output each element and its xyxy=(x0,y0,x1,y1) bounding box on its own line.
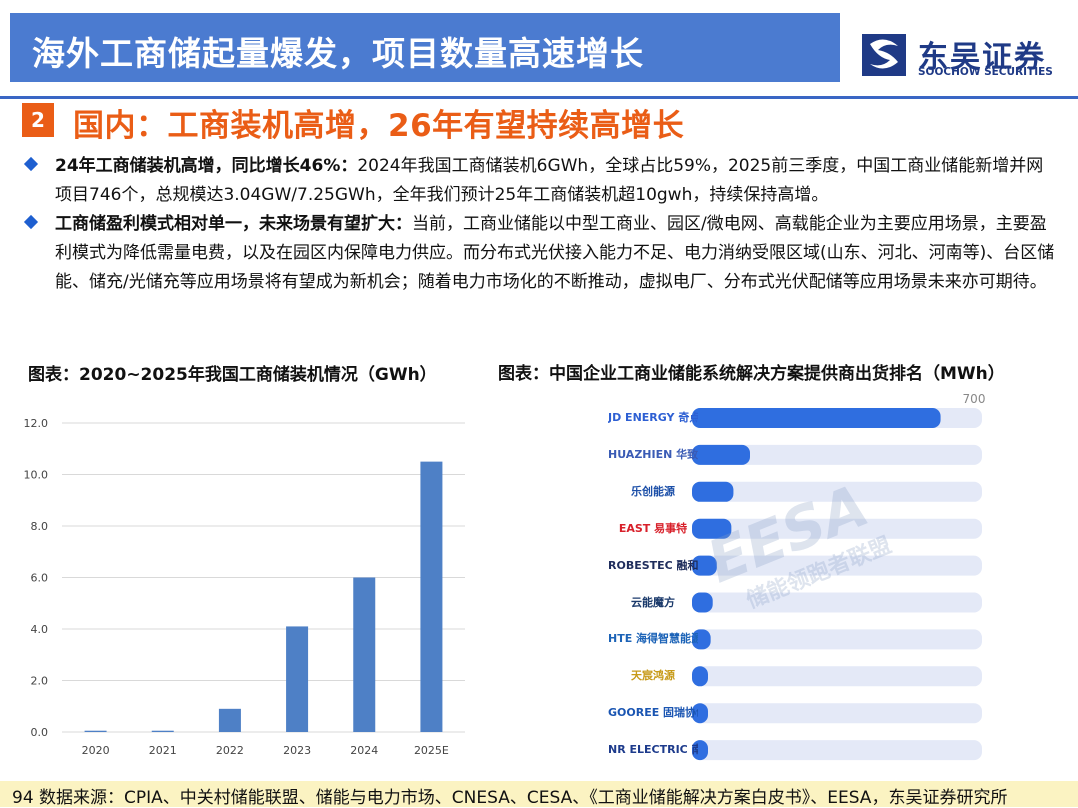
bar xyxy=(692,555,717,576)
bar xyxy=(420,461,443,732)
data-source: 数据来源：CPIA、中关村储能联盟、储能与电力市场、CNESA、CESA、《工商… xyxy=(39,788,1008,808)
page-number: 94 xyxy=(12,788,34,808)
bar xyxy=(692,740,708,761)
company-logo-label: ROBESTEC 融和元储 xyxy=(608,558,698,572)
bullet-diamond-icon xyxy=(23,156,39,172)
company-logo-label: EAST 易事特 xyxy=(618,521,688,535)
bar xyxy=(692,518,732,539)
company-logo-label: JD ENERGY 奇点能源 xyxy=(608,411,698,424)
bar-track xyxy=(692,666,982,687)
y-tick-label: 2.0 xyxy=(31,675,49,688)
installations-bar-chart: 0.0 2.0 4.0 6.0 8.0 10.0 12.0 2020 2021 2022 2023 2… xyxy=(24,417,465,757)
bullet-2-body: 当前，工商业储能以中型工商业、园区/微电网、高载能企业为主要应用场景，主要盈利模… xyxy=(55,214,1055,292)
chart-left-title: 图表：2020~2025年我国工商储装机情况（GWh） xyxy=(28,365,437,385)
y-tick-label: 4.0 xyxy=(31,623,49,636)
bar xyxy=(692,629,711,650)
bar xyxy=(692,408,941,428)
bar xyxy=(692,703,708,724)
bullet-1-body: 2024年我国工商储装机6GWh，全球占比59%，2025前三季度，中国工商业储… xyxy=(55,156,1044,205)
bullet-diamond-icon xyxy=(23,214,39,230)
company-logo-label: 云能魔方 xyxy=(631,595,675,609)
bar xyxy=(286,626,309,732)
x-tick-label: 2024 xyxy=(350,744,378,757)
bar xyxy=(692,666,708,687)
x-tick-label: 2022 xyxy=(216,744,244,757)
bar xyxy=(692,592,713,613)
bar-track xyxy=(692,444,982,465)
company-logo-label: NR ELECTRIC 南瑞继保 xyxy=(608,743,698,757)
bar xyxy=(84,730,107,732)
bar-track xyxy=(692,518,982,539)
company-logo-label: HUAZHIEN 华致能源 xyxy=(608,447,698,461)
footer-text: 94 数据来源：CPIA、中关村储能联盟、储能与电力市场、CNESA、CESA、… xyxy=(12,783,1007,808)
company-logo-label: 乐创能源 xyxy=(631,484,675,498)
company-logo-label: GOOREE 固瑞协创 xyxy=(608,706,698,720)
bar xyxy=(151,730,174,732)
y-tick-label: 12.0 xyxy=(24,417,49,430)
company-logo-label: 天宸鸿源 xyxy=(631,669,675,683)
eesa-watermark: EESA 储能领跑者联盟 xyxy=(698,471,895,614)
page-title: 海外工商储起量爆发，项目数量高速增长 xyxy=(32,34,644,73)
bar-track xyxy=(692,703,982,724)
axis-max-label: 700 xyxy=(963,392,986,406)
bullet-paragraph-1: 24年工商储装机高增，同比增长46%：2024年我国工商储装机6GWh，全球占比… xyxy=(55,152,1055,210)
bar xyxy=(218,708,241,732)
bullet-paragraph-2: 工商储盈利模式相对单一，未来场景有望扩大：当前，工商业储能以中型工商业、园区/微… xyxy=(55,210,1055,297)
chart-right-title: 图表：中国企业工商业储能系统解决方案提供商出货排名（MWh） xyxy=(498,364,1005,384)
section-title: 国内：工商装机高增，26年有望持续高增长 xyxy=(73,108,685,144)
bar-track xyxy=(692,592,982,613)
y-tick-label: 0.0 xyxy=(31,726,49,739)
shipment-ranking-chart: 700 xyxy=(692,392,986,761)
bar-track xyxy=(692,629,982,650)
x-tick-label: 2020 xyxy=(82,744,110,757)
y-tick-label: 6.0 xyxy=(31,572,49,585)
y-tick-label: 10.0 xyxy=(24,469,49,482)
bullet-1-lead: 24年工商储装机高增，同比增长46%： xyxy=(55,156,358,176)
y-tick-label: 8.0 xyxy=(31,520,49,533)
header-rule xyxy=(0,96,1078,99)
x-tick-label: 2025E xyxy=(414,744,449,757)
bar xyxy=(692,481,734,502)
bar-track xyxy=(692,481,982,502)
bar xyxy=(353,577,376,732)
x-tick-label: 2021 xyxy=(149,744,177,757)
company-logo: 东吴证券 SOOCHOW SECURITIES xyxy=(860,30,1060,80)
bar xyxy=(692,444,750,465)
section-number: 2 xyxy=(22,103,54,137)
bullet-2-lead: 工商储盈利模式相对单一，未来场景有望扩大： xyxy=(55,214,412,234)
logo-text-en: SOOCHOW SECURITIES xyxy=(918,66,1053,78)
soochow-logo-icon xyxy=(862,34,906,76)
footer-bar: 94 数据来源：CPIA、中关村储能联盟、储能与电力市场、CNESA、CESA、… xyxy=(0,781,1078,808)
logo-text-cn: 东吴证券 xyxy=(918,40,1046,75)
bar-track xyxy=(692,740,982,761)
company-logo-label: HTE 海得智慧能源 xyxy=(608,632,698,646)
bar-track xyxy=(692,555,982,576)
x-tick-label: 2023 xyxy=(283,744,311,757)
title-banner: 海外工商储起量爆发，项目数量高速增长 xyxy=(10,13,840,82)
